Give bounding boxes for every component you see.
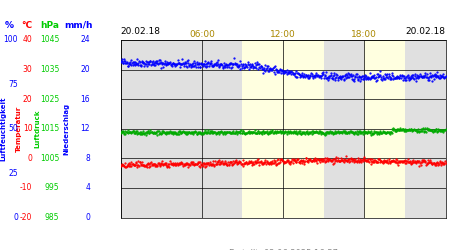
- Text: Temperatur: Temperatur: [16, 106, 22, 152]
- Text: 10: 10: [23, 124, 32, 133]
- Text: 25: 25: [9, 168, 18, 177]
- Bar: [324, 40, 365, 218]
- Text: -10: -10: [20, 183, 32, 192]
- Text: Luftfeuchtigkeit: Luftfeuchtigkeit: [0, 96, 7, 161]
- Text: Niederschlag: Niederschlag: [63, 103, 70, 155]
- Text: 20.02.18: 20.02.18: [121, 28, 161, 36]
- Text: 100: 100: [4, 36, 18, 44]
- Text: 1015: 1015: [40, 124, 59, 133]
- Text: 20: 20: [81, 65, 90, 74]
- Text: 12: 12: [81, 124, 90, 133]
- Bar: [121, 40, 243, 218]
- Text: 0: 0: [85, 213, 90, 222]
- Text: 50: 50: [8, 124, 18, 133]
- Text: 24: 24: [81, 36, 90, 44]
- Bar: [243, 40, 324, 218]
- Text: 1005: 1005: [40, 154, 59, 163]
- Text: 1025: 1025: [40, 94, 59, 104]
- Text: 0: 0: [13, 213, 18, 222]
- Text: 8: 8: [85, 154, 90, 163]
- Text: 16: 16: [81, 94, 90, 104]
- Text: hPa: hPa: [40, 21, 59, 30]
- Text: °C: °C: [22, 21, 32, 30]
- Text: 20.02.18: 20.02.18: [405, 28, 446, 36]
- Text: 75: 75: [8, 80, 18, 89]
- Text: 40: 40: [22, 36, 32, 44]
- Text: %: %: [4, 21, 13, 30]
- Text: 985: 985: [45, 213, 59, 222]
- Bar: [364, 40, 405, 218]
- Text: Luftdruck: Luftdruck: [34, 110, 40, 148]
- Text: 1045: 1045: [40, 36, 59, 44]
- Text: -20: -20: [20, 213, 32, 222]
- Text: 0: 0: [27, 154, 32, 163]
- Bar: [405, 40, 446, 218]
- Text: mm/h: mm/h: [64, 21, 93, 30]
- Text: 4: 4: [85, 183, 90, 192]
- Text: 995: 995: [45, 183, 59, 192]
- Text: 1035: 1035: [40, 65, 59, 74]
- Text: 30: 30: [22, 65, 32, 74]
- Text: 20: 20: [23, 94, 32, 104]
